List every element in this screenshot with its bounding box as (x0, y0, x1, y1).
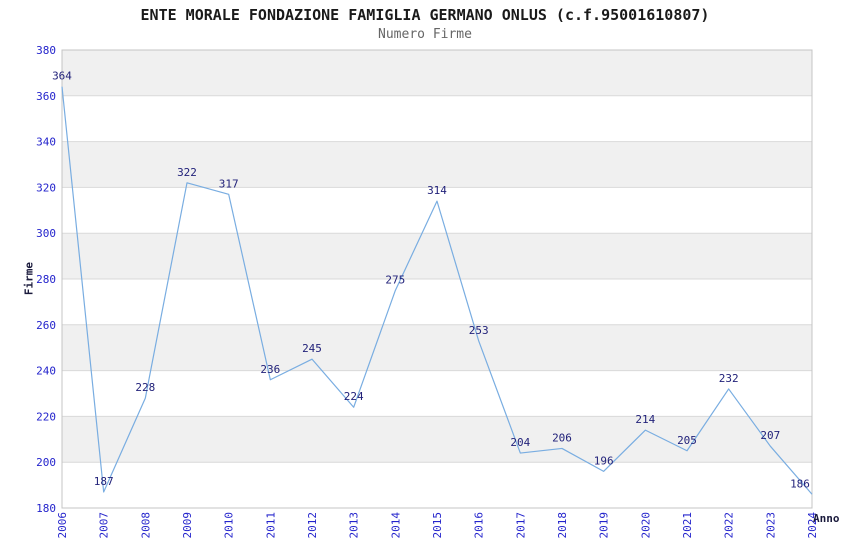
chart-subtitle: Numero Firme (378, 27, 472, 42)
grid-band (62, 233, 812, 279)
data-point-label: 186 (790, 477, 810, 490)
y-tick-label: 380 (36, 44, 56, 57)
grid-band (62, 324, 812, 371)
data-point-label: 245 (302, 342, 322, 355)
y-tick-label: 320 (36, 181, 56, 194)
x-tick-label: 2010 (223, 512, 236, 539)
data-point-label: 232 (719, 372, 739, 385)
data-point-label: 364 (52, 70, 72, 83)
data-point-label: 253 (469, 324, 489, 337)
x-tick-label: 2011 (264, 512, 277, 539)
x-tick-label: 2017 (514, 512, 527, 539)
grid-band (62, 462, 812, 508)
y-tick-label: 280 (36, 273, 56, 286)
y-tick-label: 340 (36, 136, 56, 149)
x-tick-label: 2019 (598, 512, 611, 539)
y-tick-label: 180 (36, 502, 56, 515)
x-tick-label: 2008 (139, 512, 152, 539)
data-point-label: 196 (594, 454, 614, 467)
data-point-label: 322 (177, 166, 197, 179)
data-point-label: 204 (510, 436, 530, 449)
chart-title: ENTE MORALE FONDAZIONE FAMIGLIA GERMANO … (140, 6, 710, 24)
grid-band (62, 187, 812, 234)
data-point-label: 205 (677, 434, 697, 447)
data-point-label: 275 (385, 273, 405, 286)
data-point-label: 314 (427, 184, 447, 197)
x-tick-label: 2013 (348, 512, 361, 539)
data-point-label: 206 (552, 431, 572, 444)
plot-border (61, 49, 813, 509)
grid-band (62, 416, 812, 463)
data-point-label: 317 (219, 177, 239, 190)
x-tick-label: 2016 (473, 512, 486, 539)
x-tick-label: 2024 (806, 512, 819, 539)
x-tick-label: 2022 (723, 512, 736, 539)
grid-band (62, 95, 812, 142)
y-tick-label: 220 (36, 410, 56, 423)
data-point-label: 187 (94, 475, 114, 488)
grid-band (62, 141, 812, 188)
x-tick-label: 2018 (556, 512, 569, 539)
y-axis-label: Firme (22, 261, 36, 296)
data-point-label: 224 (344, 390, 364, 403)
x-tick-label: 2014 (389, 512, 402, 539)
data-point-label: 207 (760, 429, 780, 442)
grid-band (62, 279, 812, 325)
grid-band (62, 50, 812, 96)
grid-band (62, 370, 812, 417)
x-tick-label: 2006 (56, 512, 69, 539)
y-tick-label: 240 (36, 365, 56, 378)
data-point-label: 236 (260, 363, 280, 376)
x-tick-label: 2007 (98, 512, 111, 539)
x-tick-label: 2023 (764, 512, 777, 539)
x-tick-label: 2015 (431, 512, 444, 539)
data-line (61, 86, 813, 495)
x-tick-label: 2009 (181, 512, 194, 539)
y-tick-label: 360 (36, 90, 56, 103)
x-tick-label: 2021 (681, 512, 694, 539)
y-tick-label: 300 (36, 227, 56, 240)
x-tick-label: 2020 (639, 512, 652, 539)
data-point-label: 228 (135, 381, 155, 394)
y-tick-label: 260 (36, 319, 56, 332)
data-point-label: 214 (635, 413, 655, 426)
x-axis-label: Anno (813, 512, 840, 525)
x-tick-label: 2012 (306, 512, 319, 539)
y-tick-label: 200 (36, 456, 56, 469)
